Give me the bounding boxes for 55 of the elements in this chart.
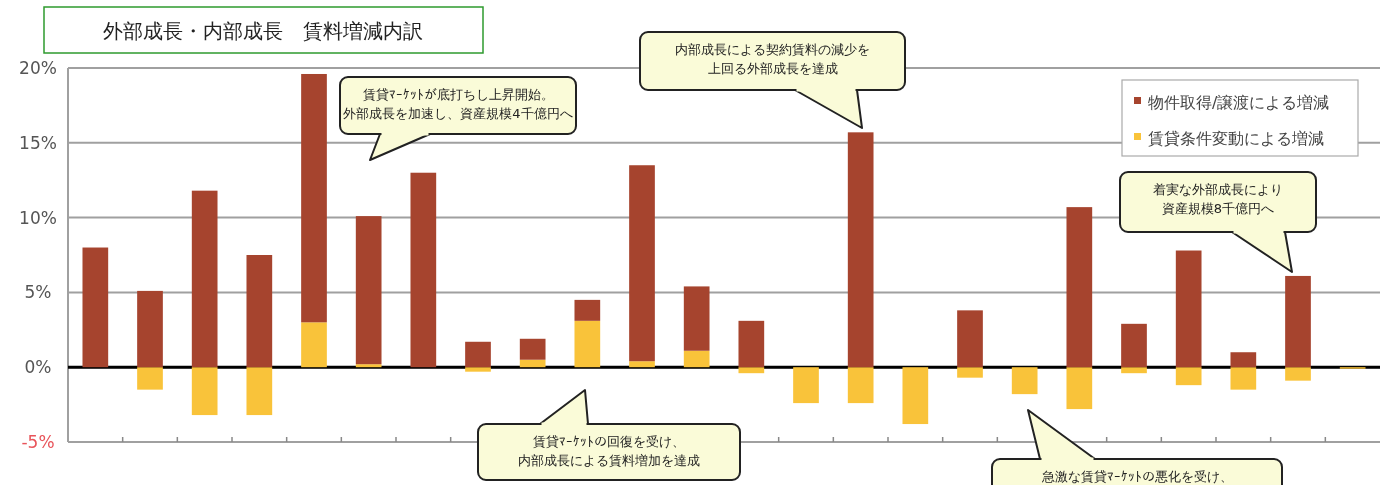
bar xyxy=(1285,275,1311,368)
bar xyxy=(1230,367,1257,390)
bar xyxy=(301,73,327,323)
annotation: 資産規模8千億円へ xyxy=(1161,201,1275,216)
bar xyxy=(683,286,710,351)
bar xyxy=(1175,250,1202,368)
legend-label: 物件取得/譲渡による増減 xyxy=(1148,93,1330,112)
bar xyxy=(629,361,655,368)
bar xyxy=(519,338,546,360)
annotation: 着実な外部成長により xyxy=(1153,182,1283,197)
bar xyxy=(683,350,710,368)
bar xyxy=(82,247,109,368)
bar xyxy=(1175,367,1202,386)
legend-label: 賃貸条件変動による増減 xyxy=(1148,129,1324,148)
y-tick-label: 20% xyxy=(19,58,57,78)
chart-title: 外部成長・内部成長 賃料増減内訳 xyxy=(103,19,423,43)
annotation: 上回る外部成長を達成 xyxy=(707,61,838,76)
bar xyxy=(301,322,327,368)
bar xyxy=(847,132,874,368)
bar xyxy=(246,367,273,416)
bar xyxy=(191,190,218,368)
y-tick-label: 15% xyxy=(19,132,57,153)
bar xyxy=(1011,367,1038,395)
bar xyxy=(957,367,983,378)
bar xyxy=(629,165,655,362)
bar xyxy=(465,341,491,368)
bar xyxy=(137,290,163,368)
bar xyxy=(1230,352,1257,368)
bar xyxy=(465,367,491,372)
bar xyxy=(355,364,382,368)
bar xyxy=(355,216,382,365)
bar xyxy=(574,320,601,368)
annotation: 外部成長を加速し、資産規模4千億円へ xyxy=(343,106,573,121)
bar xyxy=(519,359,546,368)
bar xyxy=(246,255,273,368)
y-tick-label: 10% xyxy=(19,207,57,228)
bar xyxy=(1121,367,1147,374)
bar xyxy=(793,367,819,404)
bar xyxy=(191,367,218,416)
bar xyxy=(738,320,765,368)
bar xyxy=(738,367,765,374)
bar xyxy=(902,367,929,425)
y-tick-label: -5% xyxy=(21,432,55,452)
y-tick-label: 0% xyxy=(24,357,52,378)
bar xyxy=(410,172,437,368)
annotation: 賃貸ﾏｰｹｯﾄの回復を受け、 xyxy=(533,434,685,449)
bar xyxy=(1066,207,1093,368)
bar xyxy=(957,310,983,368)
annotation: 賃貸ﾏｰｹｯﾄが底打ちし上昇開始。 xyxy=(362,87,554,102)
y-tick-label: 5% xyxy=(24,282,52,303)
bar xyxy=(137,367,163,390)
bar xyxy=(1121,323,1147,368)
bar xyxy=(574,299,601,321)
bar xyxy=(847,367,874,404)
bar xyxy=(1285,367,1311,381)
